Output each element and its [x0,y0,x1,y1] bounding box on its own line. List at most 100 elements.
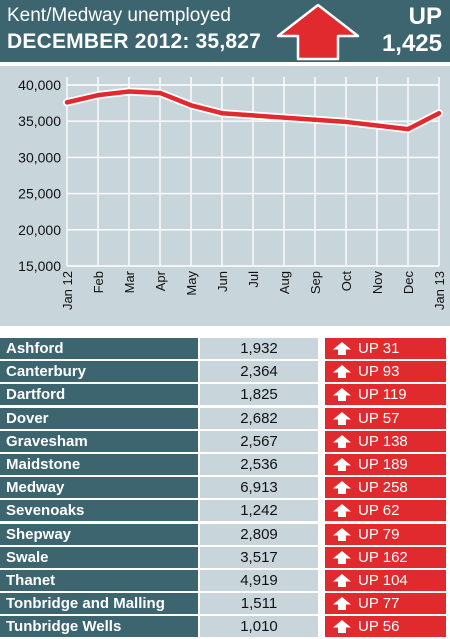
x-tick-label: Feb [91,271,106,293]
district-name: Ashford [0,338,198,359]
district-name: Thanet [0,570,198,591]
unemployed-count: 2,567 [200,431,318,452]
x-tick-label: Dec [401,271,416,295]
y-tick-label: 15,000 [18,258,61,274]
y-tick-label: 20,000 [18,222,61,238]
x-tick-label: Nov [370,271,385,295]
change-cell: UP 119 [325,384,446,405]
unemployed-count: 1,825 [200,384,318,405]
change-value: UP 189 [358,454,408,475]
x-tick-label: Oct [339,271,354,292]
change-value: UP 57 [358,408,399,429]
change-cell: UP 57 [325,408,446,429]
district-name: Canterbury [0,361,198,382]
district-name: Shepway [0,524,198,545]
up-arrow-icon [332,619,352,634]
unemployed-count: 2,364 [200,361,318,382]
y-tick-label: 35,000 [18,113,61,129]
district-name: Dartford [0,384,198,405]
change-cell: UP 138 [325,431,446,452]
y-tick-label: 30,000 [18,149,61,165]
district-name: Tonbridge and Malling [0,593,198,614]
unemployed-count: 2,682 [200,408,318,429]
up-arrow-icon [276,3,360,61]
district-name: Swale [0,547,198,568]
change-cell: UP 56 [325,616,446,637]
x-tick-label: May [184,271,199,296]
up-arrow-icon [332,457,352,472]
change-value: UP 93 [358,361,399,382]
page-subtitle: DECEMBER 2012: 35,827 [7,30,261,54]
change-cell: UP 62 [325,500,446,521]
district-name: Medway [0,477,198,498]
up-arrow-icon [332,527,352,542]
district-name: Gravesham [0,431,198,452]
y-tick-label: 25,000 [18,186,61,202]
line-chart-svg: 15,000 20,000 25,000 30,000 35,000 40,000 Jan … [0,66,450,326]
header-banner: Kent/Medway unemployed DECEMBER 2012: 35… [0,0,450,62]
change-cell: UP 31 [325,338,446,359]
district-name: Maidstone [0,454,198,475]
x-tick-label: Jan 12 [60,271,75,310]
total-change: UP 1,425 [362,3,442,57]
change-cell: UP 189 [325,454,446,475]
change-cell: UP 79 [325,524,446,545]
up-arrow-icon [332,573,352,588]
total-change-value: 1,425 [362,30,442,57]
change-value: UP 258 [358,477,408,498]
change-cell: UP 77 [325,593,446,614]
change-value: UP 104 [358,570,408,591]
change-value: UP 77 [358,593,399,614]
unemployed-count: 3,517 [200,547,318,568]
change-value: UP 119 [358,384,407,405]
up-arrow-icon [332,480,352,495]
district-name: Sevenoaks [0,500,198,521]
unemployed-count: 1,010 [200,616,318,637]
change-value: UP 56 [358,616,399,637]
x-tick-label: Sep [308,271,323,294]
change-cell: UP 258 [325,477,446,498]
change-value: UP 62 [358,500,399,521]
total-change-label: UP [362,3,442,30]
y-tick-label: 40,000 [18,77,61,93]
unemployed-count: 2,809 [200,524,318,545]
change-value: UP 79 [358,524,399,545]
change-value: UP 31 [358,338,399,359]
change-value: UP 162 [358,547,408,568]
x-tick-label: Mar [122,270,137,293]
unemployed-count: 1,242 [200,500,318,521]
change-cell: UP 93 [325,361,446,382]
district-name: Tunbridge Wells [0,616,198,637]
up-arrow-icon [332,387,352,402]
change-cell: UP 162 [325,547,446,568]
up-arrow-icon [332,550,352,565]
change-value: UP 138 [358,431,408,452]
district-name: Dover [0,408,198,429]
up-arrow-icon [332,411,352,426]
change-cell: UP 104 [325,570,446,591]
x-tick-label: Apr [153,270,168,291]
up-arrow-icon [332,596,352,611]
up-arrow-icon [332,364,352,379]
page-title: Kent/Medway unemployed [7,5,231,27]
x-tick-label: Jun [215,271,230,292]
line-chart: 15,000 20,000 25,000 30,000 35,000 40,000 Jan … [0,66,450,326]
x-tick-label: Jul [246,271,261,288]
unemployed-count: 1,511 [200,593,318,614]
up-arrow-icon [332,341,352,356]
unemployed-count: 1,932 [200,338,318,359]
unemployed-count: 6,913 [200,477,318,498]
up-arrow-icon [332,503,352,518]
